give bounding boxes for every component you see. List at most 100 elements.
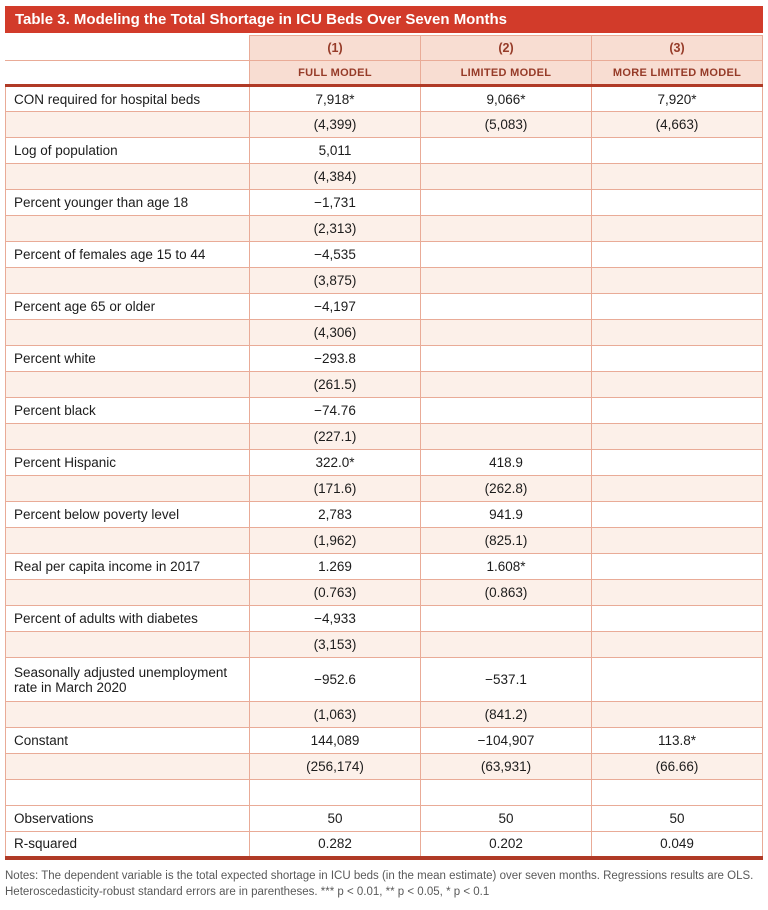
table-row: (261.5)	[5, 371, 763, 398]
table-row: CON required for hospital beds 7,918* 9,06…	[5, 85, 763, 112]
value-cell	[420, 267, 592, 294]
table-row: Percent below poverty level 2,783 941.9	[5, 501, 763, 528]
value-cell	[591, 241, 763, 268]
value-cell: −104,907	[420, 727, 592, 754]
value-cell: 50	[591, 805, 763, 832]
value-cell: (4,399)	[249, 111, 421, 138]
table-row: (1,063) (841.2)	[5, 701, 763, 728]
value-cell: (4,384)	[249, 163, 421, 190]
row-label	[5, 111, 250, 138]
table-row: Percent of females age 15 to 44 −4,535	[5, 241, 763, 268]
column-label-row: FULL MODEL LIMITED MODEL MORE LIMITED MO…	[5, 60, 763, 87]
row-label	[5, 423, 250, 450]
value-cell: −4,197	[249, 293, 421, 320]
table-row: (227.1)	[5, 423, 763, 450]
table-row: Percent younger than age 18 −1,731	[5, 189, 763, 216]
value-cell: −4,933	[249, 605, 421, 632]
table-body: CON required for hospital beds 7,918* 9,06…	[5, 85, 763, 860]
value-cell: (0.863)	[420, 579, 592, 606]
value-cell: (841.2)	[420, 701, 592, 728]
value-cell	[420, 345, 592, 372]
table-title: Table 3. Modeling the Total Shortage in …	[5, 6, 763, 33]
value-cell	[420, 397, 592, 424]
row-label: Seasonally adjusted unemployment rate in…	[5, 657, 250, 702]
row-label	[5, 701, 250, 728]
value-cell: −4,535	[249, 241, 421, 268]
value-cell: 418.9	[420, 449, 592, 476]
value-cell: (4,306)	[249, 319, 421, 346]
value-cell: 322.0*	[249, 449, 421, 476]
value-cell: 5,011	[249, 137, 421, 164]
table-row: Log of population 5,011	[5, 137, 763, 164]
value-cell: (262.8)	[420, 475, 592, 502]
row-label: Percent Hispanic	[5, 449, 250, 476]
row-label	[5, 779, 250, 806]
value-cell	[591, 215, 763, 242]
table-row: (0.763) (0.863)	[5, 579, 763, 606]
table-row: (256,174) (63,931) (66.66)	[5, 753, 763, 780]
row-label	[5, 215, 250, 242]
value-cell: −952.6	[249, 657, 421, 702]
value-cell	[591, 501, 763, 528]
table-row: (2,313)	[5, 215, 763, 242]
value-cell	[591, 657, 763, 702]
value-cell: 9,066*	[420, 85, 592, 112]
value-cell: 0.282	[249, 831, 421, 860]
row-label: Constant	[5, 727, 250, 754]
value-cell	[420, 215, 592, 242]
row-label: Percent of females age 15 to 44	[5, 241, 250, 268]
row-label: Percent younger than age 18	[5, 189, 250, 216]
value-cell: (227.1)	[249, 423, 421, 450]
value-cell: 50	[420, 805, 592, 832]
value-cell: 50	[249, 805, 421, 832]
value-cell	[591, 189, 763, 216]
table-row: (3,153)	[5, 631, 763, 658]
table-row: Real per capita income in 2017 1.269 1.608…	[5, 553, 763, 580]
corner-cell	[5, 60, 250, 87]
value-cell: (825.1)	[420, 527, 592, 554]
row-label: Log of population	[5, 137, 250, 164]
table-row: (4,306)	[5, 319, 763, 346]
value-cell	[591, 779, 763, 806]
value-cell: 0.202	[420, 831, 592, 860]
table-row: Observations 50 50 50	[5, 805, 763, 832]
row-label: Percent below poverty level	[5, 501, 250, 528]
row-label	[5, 163, 250, 190]
value-cell: −74.76	[249, 397, 421, 424]
column-label-3: MORE LIMITED MODEL	[591, 60, 763, 87]
row-label	[5, 753, 250, 780]
row-label: Percent of adults with diabetes	[5, 605, 250, 632]
value-cell: 2,783	[249, 501, 421, 528]
value-cell	[591, 631, 763, 658]
value-cell	[591, 475, 763, 502]
value-cell: (4,663)	[591, 111, 763, 138]
value-cell	[591, 397, 763, 424]
row-label	[5, 475, 250, 502]
table-row: Percent of adults with diabetes −4,933	[5, 605, 763, 632]
table-row: Percent black −74.76	[5, 397, 763, 424]
value-cell: 7,918*	[249, 85, 421, 112]
row-label: Percent white	[5, 345, 250, 372]
value-cell	[591, 527, 763, 554]
value-cell	[420, 137, 592, 164]
value-cell	[420, 423, 592, 450]
regression-table: (1) (2) (3) FULL MODEL LIMITED MODEL MOR…	[5, 35, 763, 860]
value-cell	[420, 371, 592, 398]
value-cell: −1,731	[249, 189, 421, 216]
table-row: R-squared 0.282 0.202 0.049	[5, 831, 763, 860]
value-cell	[591, 293, 763, 320]
value-cell	[420, 631, 592, 658]
table-row: (1,962) (825.1)	[5, 527, 763, 554]
column-label-1: FULL MODEL	[249, 60, 421, 87]
table-row: Seasonally adjusted unemployment rate in…	[5, 657, 763, 702]
value-cell	[420, 779, 592, 806]
row-label: Percent black	[5, 397, 250, 424]
row-label: Percent age 65 or older	[5, 293, 250, 320]
value-cell	[591, 345, 763, 372]
row-label	[5, 631, 250, 658]
row-label	[5, 527, 250, 554]
table-row	[5, 779, 763, 806]
value-cell: 0.049	[591, 831, 763, 860]
value-cell	[591, 449, 763, 476]
